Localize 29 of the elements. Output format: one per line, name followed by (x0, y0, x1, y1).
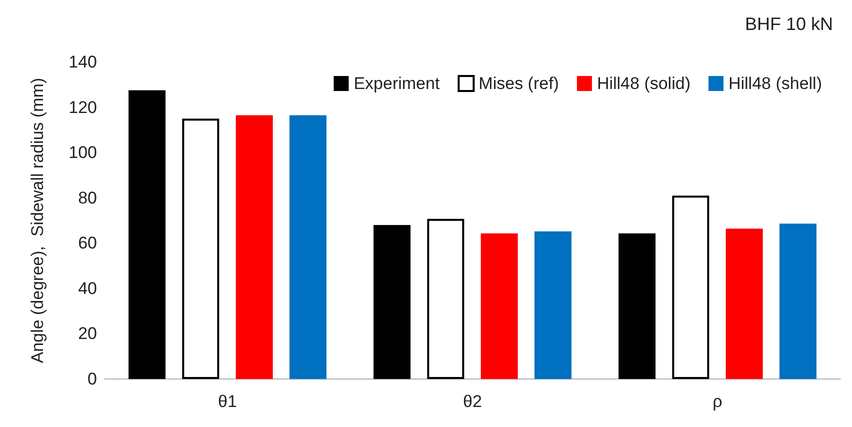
legend-label: Hill48 (shell) (728, 74, 822, 93)
x-tick-label: ρ (712, 392, 722, 411)
bar (128, 90, 166, 379)
chart-title: BHF 10 kN (744, 14, 834, 34)
bar (672, 196, 710, 379)
bar (289, 115, 326, 379)
bar (480, 233, 518, 379)
y-tick-label: 140 (68, 52, 97, 72)
y-tick-label: 20 (78, 324, 97, 344)
bar (779, 224, 816, 379)
bar (182, 118, 220, 379)
bar (726, 228, 763, 379)
legend-label: Mises (ref) (478, 74, 559, 93)
bar (534, 231, 572, 379)
x-tick-label: θ1 (218, 392, 237, 411)
x-tick-label: θ2 (463, 392, 482, 411)
bar (427, 218, 464, 379)
legend-label: Hill48 (solid) (596, 74, 690, 93)
bar (618, 233, 656, 379)
y-tick-label: 100 (68, 143, 97, 162)
y-tick-label: 80 (78, 188, 97, 208)
y-tick-label: 120 (68, 98, 97, 117)
y-tick-label: 40 (78, 278, 97, 298)
y-tick-label: 60 (78, 234, 97, 253)
legend-label: Experiment (354, 74, 440, 93)
bar (374, 225, 411, 379)
y-axis-title: Angle (degree), Sidewall radius (mm) (28, 78, 47, 364)
y-tick-label: 0 (88, 370, 97, 388)
bar (236, 115, 273, 379)
